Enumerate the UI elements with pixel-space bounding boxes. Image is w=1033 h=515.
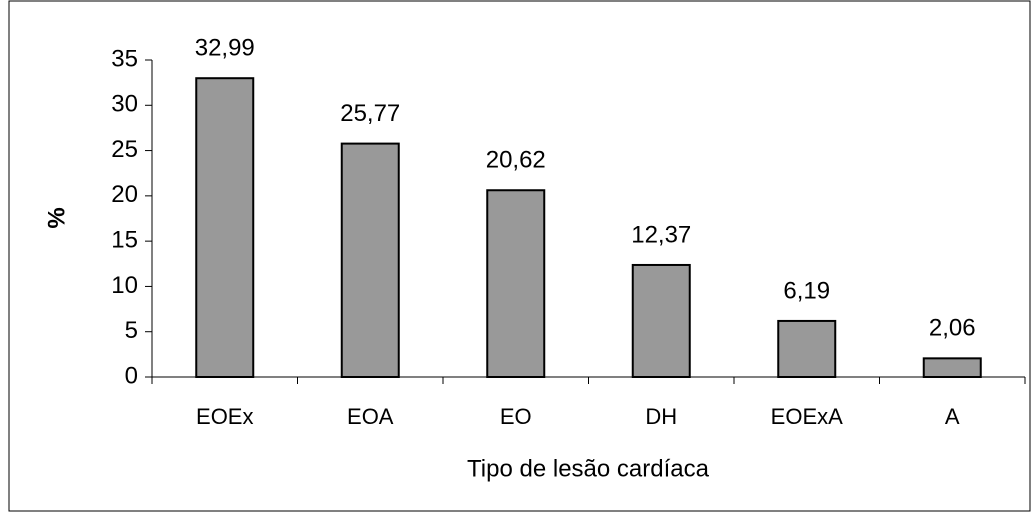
y-tick-label: 10 [111, 272, 138, 299]
bar [922, 357, 982, 378]
y-tick-label: 25 [111, 136, 138, 163]
x-tick-label: EO [500, 404, 532, 429]
bar [195, 77, 255, 378]
value-label: 20,62 [486, 147, 546, 174]
bar [340, 142, 400, 378]
value-label: 32,99 [195, 35, 255, 62]
y-axis-title: % [43, 207, 70, 228]
y-tick-label: 35 [111, 45, 138, 72]
y-tick-label: 15 [111, 226, 138, 253]
bar [777, 319, 837, 378]
x-tick-label: EOA [347, 404, 394, 429]
bar [486, 189, 546, 378]
x-tick-label: A [945, 404, 960, 429]
value-label: 12,37 [631, 221, 691, 248]
y-tick-label: 0 [125, 362, 138, 389]
x-tick-label: DH [645, 404, 677, 429]
value-label: 2,06 [929, 315, 976, 342]
x-tick-label: EOEx [196, 404, 253, 429]
x-axis-title: Tipo de lesão cardíaca [467, 455, 710, 482]
bar [631, 263, 691, 378]
value-label: 6,19 [783, 277, 830, 304]
y-tick-label: 5 [125, 317, 138, 344]
y-tick-label: 20 [111, 181, 138, 208]
x-tick-label: EOExA [771, 404, 843, 429]
value-label: 25,77 [340, 100, 400, 127]
y-tick-label: 30 [111, 91, 138, 118]
